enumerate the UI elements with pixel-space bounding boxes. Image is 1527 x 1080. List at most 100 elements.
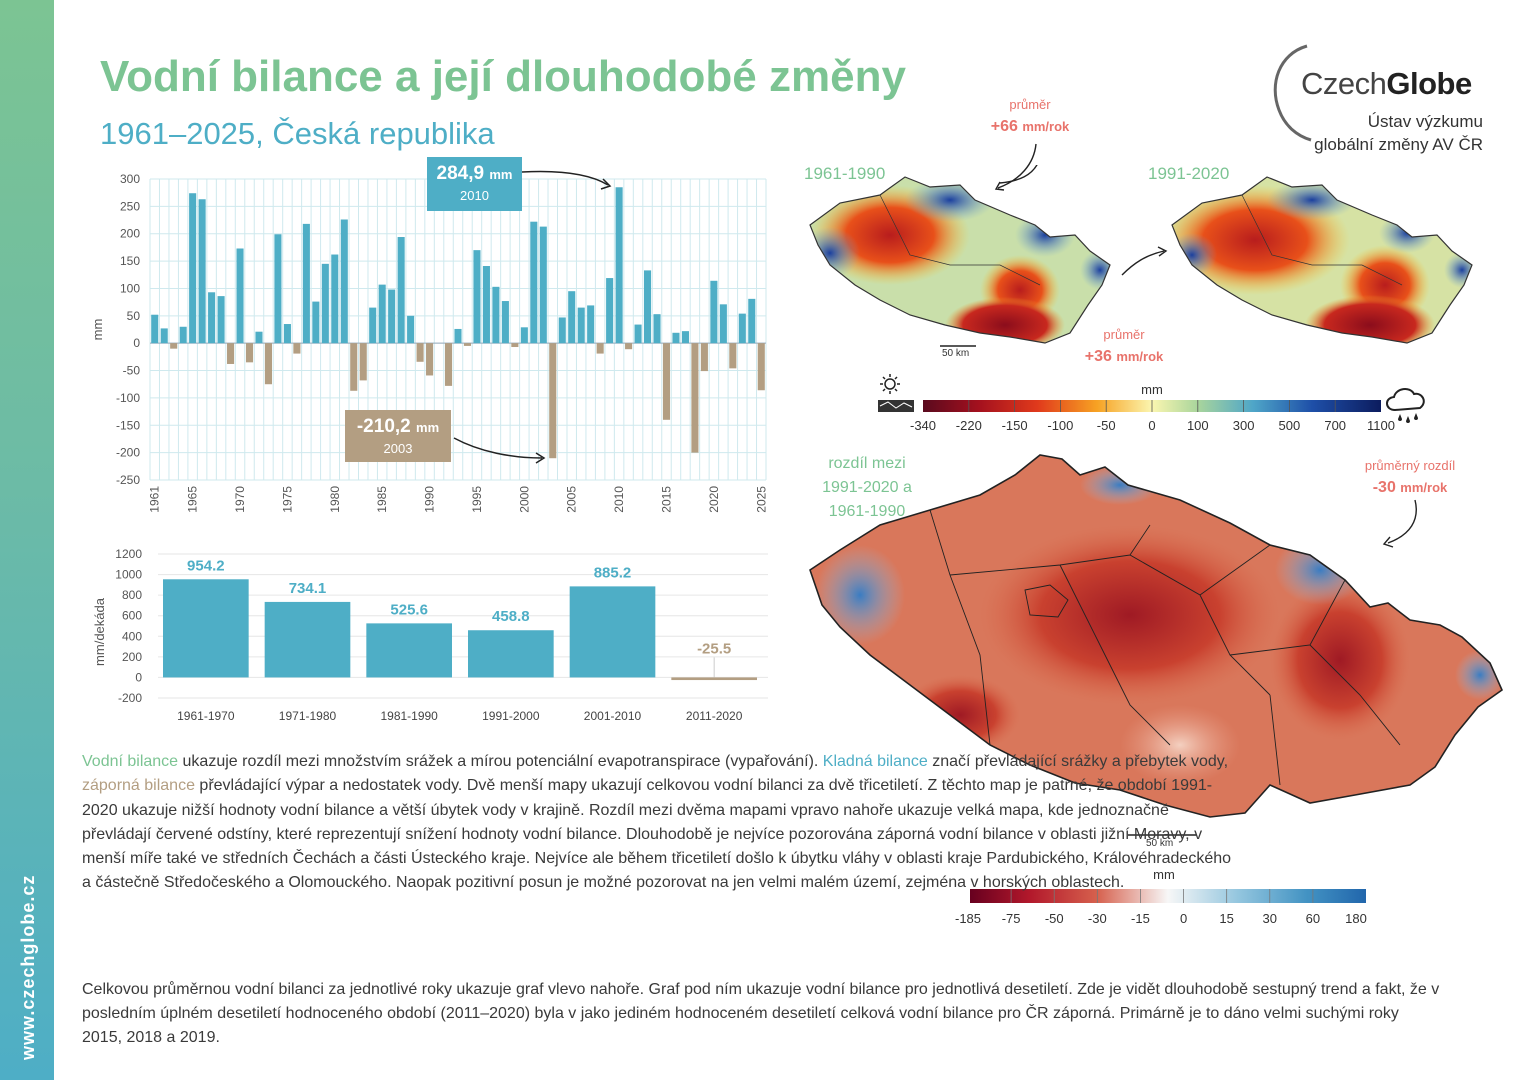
small-map-scale-label: 50 km — [942, 348, 970, 359]
year-bar — [426, 343, 434, 376]
y-tick-label: 1000 — [115, 568, 142, 582]
legend-difference-tick: -15 — [1131, 911, 1150, 926]
year-bar — [615, 187, 623, 344]
diff-avg-value: -30 — [1372, 479, 1396, 496]
max-callout: 284,9 mm 2010 — [427, 157, 522, 211]
x-tick-label: 2025 — [754, 486, 768, 513]
year-bar — [511, 343, 519, 348]
year-bar — [520, 327, 528, 344]
legend-difference-tick: 60 — [1306, 911, 1320, 926]
year-bar — [359, 343, 367, 381]
legend-difference-tick: 30 — [1263, 911, 1277, 926]
decade-value-label: 525.6 — [390, 601, 428, 618]
year-bar — [653, 314, 661, 344]
y-tick-label: 100 — [120, 281, 140, 295]
term-water-balance: Vodní bilance — [82, 753, 179, 770]
year-bar — [719, 304, 727, 344]
logo-institute-line2: globální změny AV ČR — [1314, 135, 1483, 154]
y-tick-label: -200 — [116, 446, 140, 460]
year-bar — [170, 343, 178, 349]
year-bar — [236, 248, 244, 344]
legend-balance-tick: 1100 — [1367, 418, 1395, 433]
year-bar — [293, 343, 301, 354]
year-bar — [198, 199, 206, 344]
y-tick-label: -100 — [116, 391, 140, 405]
year-bar — [369, 307, 377, 344]
map-label-1991-2020: 1991-2020 — [1148, 164, 1230, 183]
decade-category-label: 1991-2000 — [482, 709, 540, 723]
x-tick-label: 2005 — [565, 486, 579, 513]
description-paragraph-2: Celkovou průměrnou vodní bilanci za jedn… — [82, 981, 1440, 1046]
legend-difference-tick: -50 — [1045, 911, 1064, 926]
y-tick-label: -150 — [116, 418, 140, 432]
year-bar — [416, 343, 424, 362]
max-arrow-icon — [521, 170, 609, 186]
decade-category-label: 1961-1970 — [177, 709, 235, 723]
avg-note-1961-1990: průměr +66 mm/rok — [980, 94, 1080, 138]
legend-balance-unit: mm — [1141, 382, 1163, 397]
y-tick-label: 150 — [120, 254, 140, 268]
y-tick-label: 600 — [122, 609, 142, 623]
legend-balance-tick: 700 — [1324, 418, 1346, 433]
logo-name-part1: Czech — [1301, 66, 1387, 101]
term-negative-balance: záporná bilance — [82, 777, 195, 795]
min-callout-unit: mm — [416, 420, 440, 435]
czechglobe-logo: CzechGlobe Ústav výzkumu globální změny … — [1265, 40, 1505, 160]
legend-difference-unit: mm — [1153, 867, 1175, 882]
x-tick-label: 2010 — [612, 486, 626, 513]
year-bar — [331, 254, 339, 344]
decade-value-label: 954.2 — [187, 557, 225, 574]
logo-arc-icon — [1273, 44, 1312, 142]
y-tick-label: 0 — [133, 336, 140, 350]
year-bar — [340, 219, 348, 344]
logo-institute-line1: Ústav výzkumu — [1367, 112, 1483, 131]
legend-balance-tick: -150 — [1002, 418, 1028, 433]
year-bar — [388, 289, 396, 344]
max-callout-unit: mm — [489, 167, 513, 182]
website-url[interactable]: www.czechglobe.cz — [18, 874, 38, 1060]
year-bar — [596, 343, 604, 354]
year-bar — [245, 343, 254, 363]
year-bar — [748, 298, 756, 344]
legend-balance-tick: 500 — [1279, 418, 1301, 433]
year-bar — [558, 317, 566, 344]
year-bar — [151, 314, 159, 344]
decade-bar-chart: 1200 1000 800 600 400 200 0 -200 mm/dekáda 954.2 1… — [92, 547, 768, 723]
year-bar — [454, 328, 462, 344]
min-callout-year: 2003 — [383, 441, 413, 456]
x-tick-label: 1985 — [375, 486, 389, 513]
sidebar: www.czechglobe.cz — [0, 0, 54, 1080]
y-tick-label: 300 — [120, 172, 140, 186]
decade-category-label: 2011-2020 — [686, 709, 743, 723]
year-bar — [492, 286, 500, 344]
year-bar — [482, 266, 490, 344]
year-bar — [681, 331, 689, 344]
y-tick-label: 200 — [120, 227, 140, 241]
legend-balance-tick: 300 — [1233, 418, 1255, 433]
avg-left-unit: mm/rok — [1022, 119, 1070, 134]
legend-balance-tick: 0 — [1148, 418, 1155, 433]
year-bar — [700, 343, 708, 372]
year-bar — [378, 284, 386, 344]
page-title: Vodní bilance a její dlouhodobé změny — [100, 52, 906, 101]
year-bar — [606, 278, 614, 344]
diff-avg-unit: mm/rok — [1400, 480, 1448, 495]
decade-value-label: 885.2 — [594, 564, 632, 581]
x-tick-label: 1980 — [328, 486, 342, 513]
legend-difference-bar — [970, 889, 1366, 903]
legend-balance-ticks: -340 -220 -150 -100 -50 0 100 300 500 700 1100 — [910, 400, 1395, 433]
y-tick-label: 50 — [127, 309, 141, 323]
year-bar — [644, 270, 652, 344]
decade-bar — [264, 601, 351, 678]
difference-map — [809, 454, 1503, 836]
legend-difference-tick: -185 — [955, 911, 981, 926]
y-tick-label: 0 — [135, 670, 142, 684]
decade-bar — [366, 623, 452, 678]
year-bar — [302, 223, 310, 344]
diff-avg-label: průměrný rozdíl — [1364, 458, 1456, 473]
year-bar — [160, 328, 168, 344]
avg-left-label: průměr — [1009, 97, 1051, 112]
rain-cloud-icon — [1386, 388, 1425, 423]
x-tick-label: 1975 — [280, 486, 294, 513]
avg-right-label: průměr — [1103, 327, 1145, 342]
